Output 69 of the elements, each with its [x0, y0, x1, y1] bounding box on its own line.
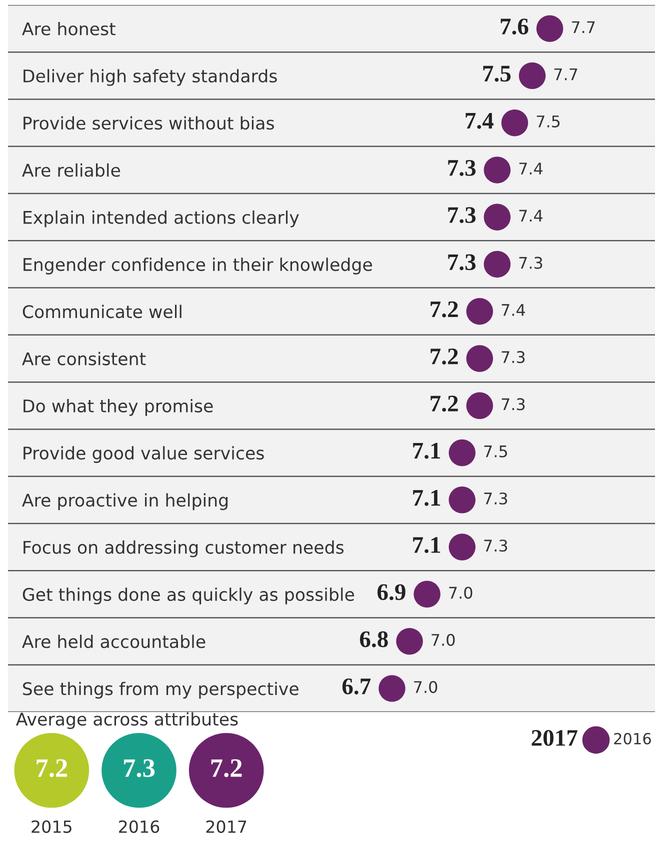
y-tick-label: Are reliable [22, 163, 120, 177]
category-label: 2016 [119, 820, 160, 833]
y-tick-label: Are proactive in helping [22, 493, 228, 510]
point [448, 486, 476, 514]
point [448, 534, 476, 560]
data-label: 7.5 [483, 66, 511, 82]
y-tick-label: Provide services without bias [24, 116, 274, 130]
annotation: 7.3 [484, 492, 508, 505]
data-label: 7.6 [500, 18, 528, 35]
annotation: 7.0 [414, 680, 438, 694]
annotation: 7.3 [502, 398, 525, 410]
category-label: 2017 [206, 820, 246, 833]
text: 2016 [614, 732, 651, 744]
point [501, 109, 528, 136]
y-tick-label: Engender confidence in their knowledge [24, 258, 372, 274]
annotation: 7.3 [502, 351, 525, 364]
annotation: 7.5 [484, 446, 507, 458]
annotation: 7.4 [519, 210, 543, 222]
point [484, 156, 511, 184]
annotation: 7.7 [554, 68, 578, 80]
y-tick-label: Do what they promise [24, 399, 213, 416]
data-label: 6.9 [378, 584, 406, 600]
point [396, 628, 423, 655]
data-label: 6.7 [342, 678, 371, 694]
data-label: 7.3 [448, 207, 476, 224]
data-label: 7.3 [124, 759, 155, 778]
text: Average across attributes [16, 712, 238, 730]
point [378, 675, 406, 702]
y-tick-label: Explain intended actions clearly [24, 210, 299, 228]
category-label: 2015 [32, 820, 72, 833]
point [466, 345, 494, 372]
point [414, 580, 440, 608]
point [448, 439, 476, 466]
y-tick-label: Are honest [22, 22, 116, 36]
annotation: 7.3 [484, 540, 508, 552]
y-tick-label: Are consistent [22, 352, 146, 366]
y-tick-label: Focus on addressing customer needs [24, 540, 344, 558]
point [484, 204, 511, 230]
y-tick-label: See things from my perspective [23, 682, 298, 699]
y-tick-label: Get things done as quickly as possible [22, 588, 354, 604]
annotation: 7.5 [536, 116, 560, 128]
point [466, 392, 494, 419]
y-tick-label: Are held accountable [22, 634, 206, 648]
data-label: 7.3 [448, 160, 476, 176]
data-label: 7.1 [413, 537, 440, 554]
annotation: 7.4 [519, 162, 543, 174]
data-label: 7.3 [448, 254, 476, 270]
data-label: 7.2 [211, 759, 242, 778]
legend-label: 2017 [532, 730, 578, 746]
point [484, 250, 511, 278]
data-label: 7.2 [430, 396, 458, 412]
point [466, 298, 494, 325]
data-label: 7.2 [430, 301, 458, 318]
annotation: 7.0 [432, 634, 455, 646]
data-label: 7.1 [413, 442, 440, 459]
point [536, 15, 564, 42]
y-tick-label: Provide good value services [24, 446, 264, 463]
y-tick-label: Communicate well [22, 304, 182, 318]
data-label: 7.2 [36, 759, 68, 778]
annotation: 7.7 [572, 21, 595, 33]
y-tick-label: Deliver high safety standards [24, 69, 277, 86]
annotation: 7.4 [502, 304, 525, 316]
annotation: 7.0 [449, 586, 472, 599]
point [518, 62, 546, 90]
data-label: 7.4 [466, 112, 494, 129]
annotation: 7.3 [519, 256, 542, 269]
data-label: 7.2 [430, 348, 458, 365]
data-label: 7.1 [413, 490, 440, 506]
data-label: 6.8 [360, 631, 388, 648]
